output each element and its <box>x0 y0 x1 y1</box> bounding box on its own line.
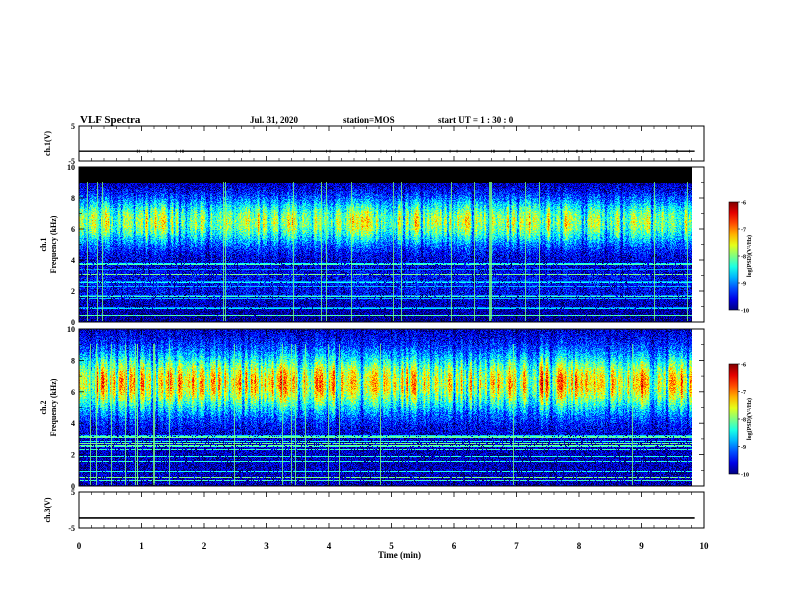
ylabel-channel: ch.2 <box>39 401 48 415</box>
xlabel: Time (min) <box>378 550 421 560</box>
ylabel: ch.3(V) <box>43 497 52 522</box>
x-axis: 0 1 2 3 4 5 6 7 8 9 10 Time (min) <box>77 541 709 560</box>
xtick-label: 5 <box>389 541 394 551</box>
colorbar-gradient <box>728 363 739 475</box>
xtick-label: 3 <box>264 541 269 551</box>
colorbar-tick-label: -9 <box>741 282 746 288</box>
ytick-label: 2 <box>71 287 75 296</box>
xtick-label: 7 <box>514 541 519 551</box>
ytick-label: 5 <box>71 122 75 131</box>
start-time-label: start UT = 1 : 30 : 0 <box>438 115 514 125</box>
ytick-label: 10 <box>67 163 75 172</box>
ytick-label: -5 <box>68 524 75 533</box>
spectrogram-image <box>79 167 692 322</box>
ylabel: Frequency (kHz) <box>49 215 58 273</box>
ylabel: Frequency (kHz) <box>49 378 58 436</box>
ytick-label: 8 <box>71 356 75 365</box>
panel-frame <box>78 491 705 529</box>
xtick-label: 4 <box>327 541 332 551</box>
station-label: station=MOS <box>343 115 395 125</box>
ytick-label: 0 <box>71 318 75 327</box>
xtick-label: 0 <box>77 541 82 551</box>
colorbar-tick-label: -9 <box>741 445 746 451</box>
voltage-panel-ch1: 5 -5 ch.1(V) <box>43 122 705 166</box>
ylabel: ch.1(V) <box>43 131 52 156</box>
colorbar-tick-label: -7 <box>741 228 746 234</box>
colorbar-label: log(PSD)(V²/Hz) <box>746 235 753 277</box>
colorbar-gradient <box>728 201 739 311</box>
colorbar-tick-label: -7 <box>741 390 746 396</box>
colorbar: -6 -7 -8 -9 -10 log(PSD)(V²/Hz) <box>728 201 753 315</box>
ytick-label: 5 <box>71 488 75 497</box>
spectrogram-image <box>79 329 692 486</box>
xtick-label: 8 <box>577 541 582 551</box>
ytick-label: 4 <box>71 419 75 428</box>
spectrogram-panel-ch2: 0 2 4 6 8 10 ch.2 Frequency (kHz) -6 -7 -8 -9 -10 log… <box>39 325 753 491</box>
date-label: Jul. 31, 2020 <box>250 115 299 125</box>
ytick-label: 6 <box>71 225 75 234</box>
colorbar-tick-label: -6 <box>741 201 746 207</box>
colorbar-tick-label: -8 <box>741 418 746 424</box>
xtick-label: 10 <box>700 541 710 551</box>
xtick-label: 9 <box>639 541 644 551</box>
ytick-label: 2 <box>71 451 75 460</box>
voltage-panel-ch3: 5 -5 ch.3(V) <box>43 488 705 533</box>
ytick-label: 0 <box>71 482 75 491</box>
ytick-label: 10 <box>67 325 75 334</box>
colorbar-tick-label: -10 <box>741 309 749 315</box>
colorbar-tick-label: -10 <box>741 473 749 479</box>
colorbar-tick-label: -8 <box>741 255 746 261</box>
chart-title: VLF Spectra <box>80 114 141 126</box>
ytick-label: -5 <box>68 157 75 166</box>
xtick-label: 1 <box>139 541 144 551</box>
ylabel-channel: ch.1 <box>39 238 48 252</box>
colorbar-tick-label: -6 <box>741 363 746 369</box>
xtick-label: 6 <box>452 541 457 551</box>
panel-frame <box>78 125 705 162</box>
spectrogram-panel-ch1: 0 2 4 6 8 10 ch.1 Frequency (kHz) -6 -7 -8 -9 -10 log… <box>39 163 753 327</box>
colorbar: -6 -7 -8 -9 -10 log(PSD)(V²/Hz) <box>728 363 753 479</box>
ytick-label: 4 <box>71 256 75 265</box>
ytick-label: 8 <box>71 194 75 203</box>
colorbar-label: log(PSD)(V²/Hz) <box>746 398 753 440</box>
ytick-label: 6 <box>71 388 75 397</box>
xtick-label: 2 <box>202 541 207 551</box>
